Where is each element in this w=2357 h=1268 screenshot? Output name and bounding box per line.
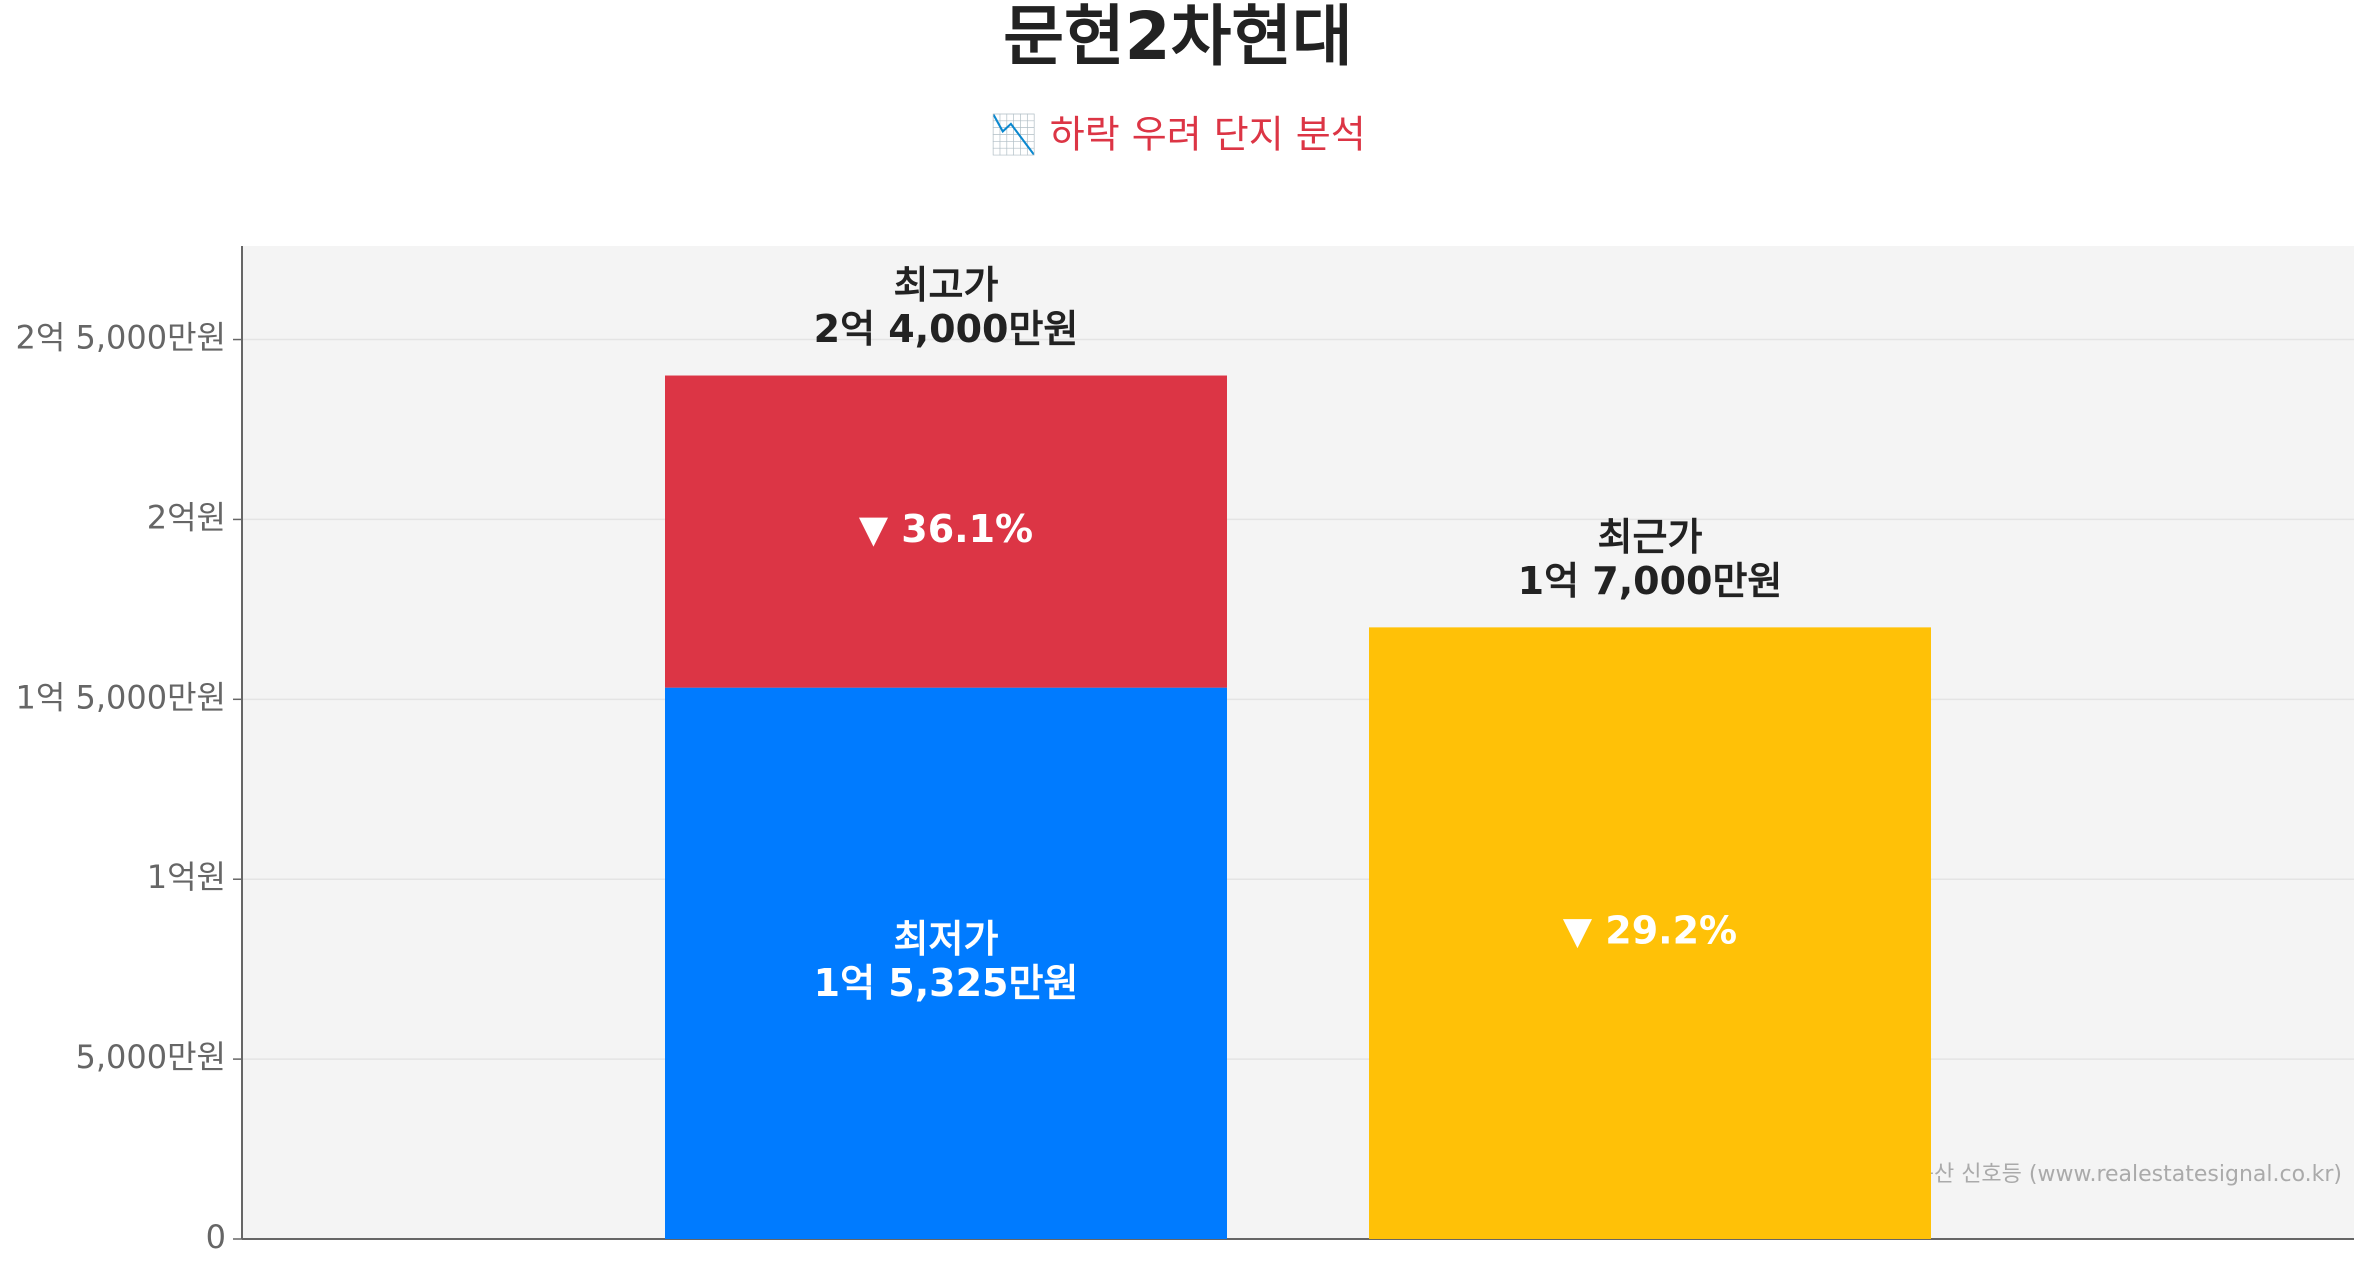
- top-label-value: 1억 7,000만원: [1518, 559, 1783, 603]
- y-tick-label: 1억원: [147, 858, 226, 896]
- value-label: 1억 5,325만원: [814, 961, 1079, 1005]
- y-tick-label: 0: [206, 1218, 226, 1256]
- bar-segment: [1369, 627, 1931, 1239]
- top-label-name: 최근가: [1598, 515, 1703, 559]
- plot-area: [242, 246, 2354, 1239]
- top-label-name: 최고가: [894, 263, 999, 307]
- chart-title: 문현2차현대: [1003, 0, 1353, 75]
- change-label: ▼ 36.1%: [859, 507, 1033, 551]
- change-label: ▼ 29.2%: [1563, 909, 1737, 953]
- y-tick-label: 2억 5,000만원: [16, 319, 226, 357]
- bar-segment: [665, 687, 1227, 1239]
- top-label-value: 2억 4,000만원: [814, 307, 1079, 351]
- bar-segment: [665, 375, 1227, 688]
- y-tick-label: 1억 5,000만원: [16, 678, 226, 716]
- y-tick-label: 2억원: [147, 498, 226, 536]
- segment-name: 최저가: [894, 917, 999, 961]
- y-tick-label: 5,000만원: [76, 1038, 227, 1076]
- chart-subtitle: 📉 하락 우려 단지 분석: [990, 113, 1365, 157]
